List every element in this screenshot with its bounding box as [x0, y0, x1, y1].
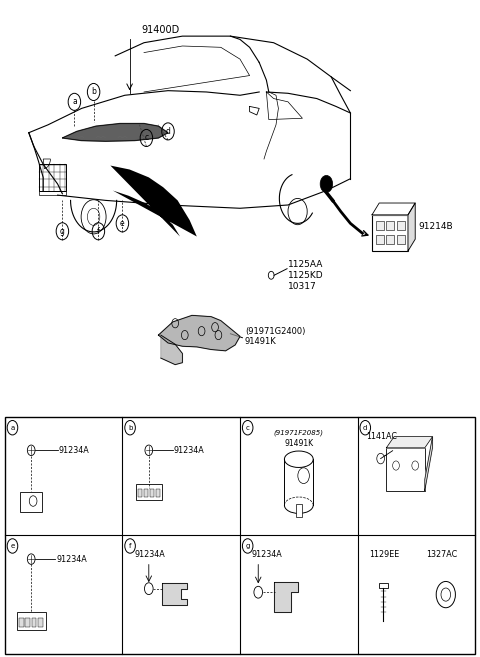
Polygon shape [274, 582, 298, 612]
Bar [386, 448, 425, 491]
Circle shape [320, 175, 333, 193]
Bar [138, 489, 142, 497]
Text: 1327AC: 1327AC [426, 550, 457, 559]
Bar [379, 583, 388, 588]
Text: (91971F2085): (91971F2085) [274, 429, 324, 436]
Text: (91971G2400): (91971G2400) [245, 327, 305, 336]
Text: 91491K: 91491K [284, 439, 313, 448]
Text: 91400D: 91400D [142, 26, 180, 35]
Bar [20, 493, 42, 512]
Text: 91234A: 91234A [56, 555, 87, 564]
Polygon shape [162, 583, 187, 605]
Polygon shape [62, 124, 168, 141]
FancyBboxPatch shape [372, 215, 408, 251]
Text: b: b [91, 87, 96, 97]
Polygon shape [386, 437, 432, 448]
Text: d: d [166, 127, 170, 136]
Text: f: f [129, 543, 132, 549]
Text: g: g [245, 543, 250, 549]
Bar [397, 235, 405, 244]
Bar [38, 618, 43, 627]
Bar [376, 235, 384, 244]
Bar [150, 489, 154, 497]
Bar [144, 489, 148, 497]
Polygon shape [372, 203, 415, 215]
Text: 91234A: 91234A [59, 446, 89, 455]
Bar [376, 221, 384, 230]
Text: a: a [72, 97, 77, 106]
Text: 1129EE: 1129EE [369, 550, 400, 559]
Text: 1141AC: 1141AC [366, 432, 397, 441]
Text: a: a [11, 424, 14, 431]
Bar [135, 484, 162, 500]
Text: 1125KD: 1125KD [288, 271, 324, 280]
Text: c: c [144, 133, 148, 143]
Polygon shape [408, 203, 415, 251]
Text: f: f [97, 227, 100, 236]
Text: e: e [120, 219, 125, 228]
Bar [156, 489, 159, 497]
Bar [39, 164, 66, 191]
Polygon shape [110, 166, 197, 237]
Text: g: g [60, 227, 65, 236]
Bar [19, 618, 24, 627]
Polygon shape [158, 315, 240, 351]
Text: c: c [246, 424, 250, 431]
Bar [32, 618, 36, 627]
Bar [25, 618, 30, 627]
Bar [397, 221, 405, 230]
Text: 91234A: 91234A [174, 446, 204, 455]
Text: d: d [363, 424, 368, 431]
Text: 91214B: 91214B [419, 223, 453, 231]
Bar [386, 235, 394, 244]
Polygon shape [425, 437, 432, 491]
Bar [17, 612, 46, 630]
Bar [39, 191, 66, 195]
Text: e: e [11, 543, 14, 549]
Text: 91491K: 91491K [245, 337, 276, 346]
Bar [5, 417, 475, 654]
Text: b: b [128, 424, 132, 431]
Text: 91234A: 91234A [252, 550, 283, 559]
Bar [296, 504, 302, 517]
Text: 91234A: 91234A [134, 550, 165, 559]
Polygon shape [161, 335, 182, 365]
Text: 10317: 10317 [288, 282, 317, 291]
Text: 1125AA: 1125AA [288, 260, 324, 269]
Bar [386, 221, 394, 230]
